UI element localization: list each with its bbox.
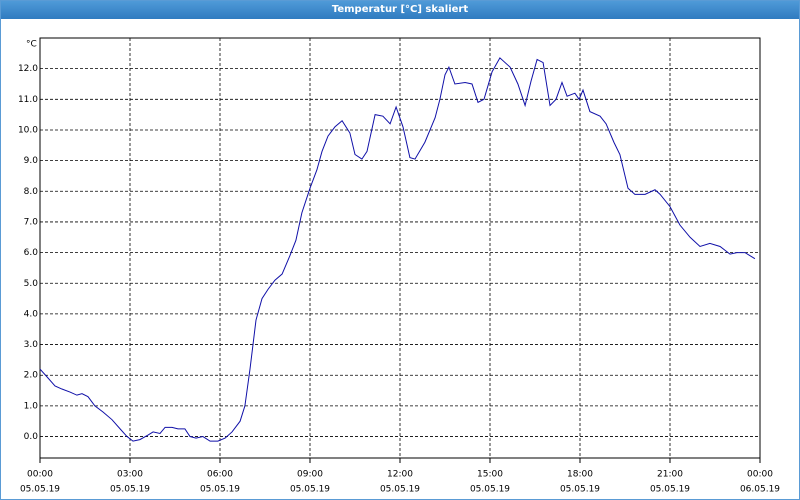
x-tick-label: 05.05.19 (470, 485, 510, 495)
x-tick-label: 06.05.19 (740, 485, 780, 495)
plot-frame (39, 37, 761, 459)
y-tick-label: 11.0 (18, 95, 38, 105)
y-tick-label: 8.0 (24, 187, 39, 197)
y-tick-label: 5.0 (24, 279, 39, 289)
x-tick-label: 12:00 (387, 470, 413, 480)
x-tick-label: 05.05.19 (560, 485, 600, 495)
x-tick-label: 05.05.19 (20, 485, 60, 495)
y-tick-label: 10.0 (18, 125, 38, 135)
x-tick-label: 05.05.19 (110, 485, 150, 495)
y-tick-label: 2.0 (24, 371, 39, 381)
y-tick-label: 1.0 (24, 401, 39, 411)
y-tick-label: 9.0 (24, 156, 39, 166)
x-tick-label: 09:00 (297, 470, 323, 480)
y-axis-label: °C (26, 40, 37, 50)
x-tick-label: 03:00 (117, 470, 143, 480)
x-tick-label: 05.05.19 (650, 485, 690, 495)
x-tick-label: 15:00 (477, 470, 503, 480)
x-tick-label: 21:00 (657, 470, 683, 480)
x-tick-label: 18:00 (567, 470, 593, 480)
x-tick-label: 00:00 (747, 470, 773, 480)
y-tick-label: 7.0 (24, 217, 39, 227)
y-tick-label: 4.0 (24, 309, 39, 319)
y-tick-label: 0.0 (24, 432, 39, 442)
y-tick-label: 12.0 (18, 64, 38, 74)
line-series (39, 57, 756, 442)
y-tick-label: 3.0 (24, 340, 39, 350)
x-tick-label: 05.05.19 (200, 485, 240, 495)
x-tick-label: 05.05.19 (290, 485, 330, 495)
x-tick-label: 05.05.19 (380, 485, 420, 495)
y-tick-label: 6.0 (24, 248, 39, 258)
title-bar: Temperatur [°C] skaliert (1, 1, 799, 19)
x-tick-label: 00:00 (27, 470, 53, 480)
x-tick-label: 06:00 (207, 470, 233, 480)
